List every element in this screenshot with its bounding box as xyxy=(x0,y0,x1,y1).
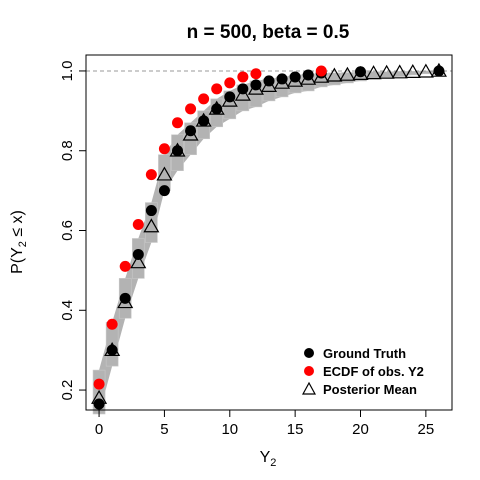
x-tick-label: 15 xyxy=(287,421,304,438)
x-tick-label: 10 xyxy=(221,421,238,438)
ground-truth-point xyxy=(119,292,131,304)
x-tick-label: 25 xyxy=(418,421,435,438)
ground-truth-point xyxy=(132,248,144,260)
chart-title: n = 500, beta = 0.5 xyxy=(187,22,350,43)
posterior-mean-point xyxy=(143,218,160,233)
ground-truth-point xyxy=(302,69,314,81)
posterior-band xyxy=(99,70,439,414)
legend: Ground Truth ECDF of obs. Y2 Posterior M… xyxy=(301,346,424,397)
ecdf-point xyxy=(119,260,131,272)
y-axis-label: P(Y2 ≤ x) xyxy=(9,210,29,274)
posterior-mean-point xyxy=(391,64,408,79)
posterior-mean-point xyxy=(365,65,382,80)
posterior-band-segment xyxy=(328,72,341,86)
ecdf-point xyxy=(106,318,118,330)
ecdf-point xyxy=(93,378,105,390)
y-axis-label-subscript: 2 xyxy=(17,241,29,247)
ground-truth-point xyxy=(237,83,249,95)
posterior-band-layer xyxy=(92,70,446,415)
ecdf-point xyxy=(224,77,236,89)
x-axis-label: Y2 xyxy=(260,449,277,469)
ground-truth-point xyxy=(172,145,183,157)
ecdf-point xyxy=(250,68,262,80)
ground-truth-point xyxy=(263,75,275,87)
x-tick-label: 5 xyxy=(160,421,168,438)
ground-truth-point xyxy=(198,115,210,127)
posterior-mean-point xyxy=(378,64,395,79)
x-axis: 0 5 10 15 20 25 xyxy=(95,410,434,438)
ground-truth-point xyxy=(224,91,236,103)
y-tick-label: 0.4 xyxy=(59,300,76,321)
legend-label-posterior-mean: Posterior Mean xyxy=(323,382,417,397)
ground-truth-point xyxy=(185,125,197,137)
ecdf-point xyxy=(132,219,144,231)
ecdf-point xyxy=(211,83,223,95)
y-axis-label-main: P(Y xyxy=(9,247,26,274)
legend-marker-ground-truth xyxy=(304,348,314,358)
legend-marker-posterior-mean xyxy=(301,381,317,395)
ground-truth-point xyxy=(106,344,118,356)
posterior-mean-point xyxy=(417,63,434,78)
ground-truth-point xyxy=(276,73,288,85)
ecdf-point xyxy=(185,103,197,115)
posterior-mean-point xyxy=(156,166,173,181)
legend-marker-ecdf xyxy=(304,366,314,376)
y-tick-label: 0.8 xyxy=(59,140,76,161)
x-axis-label-subscript: 2 xyxy=(270,457,276,469)
posterior-mean-point xyxy=(326,67,343,82)
y-axis-label-rest: ≤ x) xyxy=(9,210,26,241)
ground-truth-point xyxy=(211,103,223,115)
x-axis-label-main: Y xyxy=(260,449,271,466)
ecdf-point xyxy=(198,93,210,105)
ground-truth-point xyxy=(289,71,301,83)
ground-truth-point xyxy=(158,185,170,197)
posterior-band-segment xyxy=(393,71,407,77)
ecdf-point xyxy=(145,169,157,181)
y-tick-label: 0.6 xyxy=(59,220,76,241)
y-tick-label: 0.2 xyxy=(59,380,76,401)
ground-truth-point xyxy=(355,66,366,78)
points-layer xyxy=(91,62,447,410)
posterior-mean-point xyxy=(339,66,356,81)
legend-label-ground-truth: Ground Truth xyxy=(323,346,406,361)
ground-truth-point xyxy=(250,79,262,91)
x-tick-label: 0 xyxy=(95,421,103,438)
posterior-band-segment xyxy=(406,71,420,76)
plot-frame xyxy=(85,54,453,411)
y-axis: 0.2 0.4 0.6 0.8 1.0 xyxy=(59,61,86,401)
x-tick-label: 20 xyxy=(352,421,369,438)
ground-truth-point xyxy=(93,398,105,410)
y-tick-label: 1.0 xyxy=(59,61,76,82)
posterior-mean-point xyxy=(404,63,421,79)
ground-truth-point xyxy=(145,205,157,217)
ecdf-point xyxy=(237,71,249,83)
ecdf-point xyxy=(172,117,183,129)
ecdf-point xyxy=(315,65,327,77)
posterior-mean-point xyxy=(130,254,147,269)
posterior-mean-point xyxy=(260,77,278,92)
legend-label-ecdf: ECDF of obs. Y2 xyxy=(323,364,424,379)
ecdf-point xyxy=(158,143,170,155)
posterior-mean-point xyxy=(234,86,251,101)
ground-truth-point xyxy=(433,65,445,77)
